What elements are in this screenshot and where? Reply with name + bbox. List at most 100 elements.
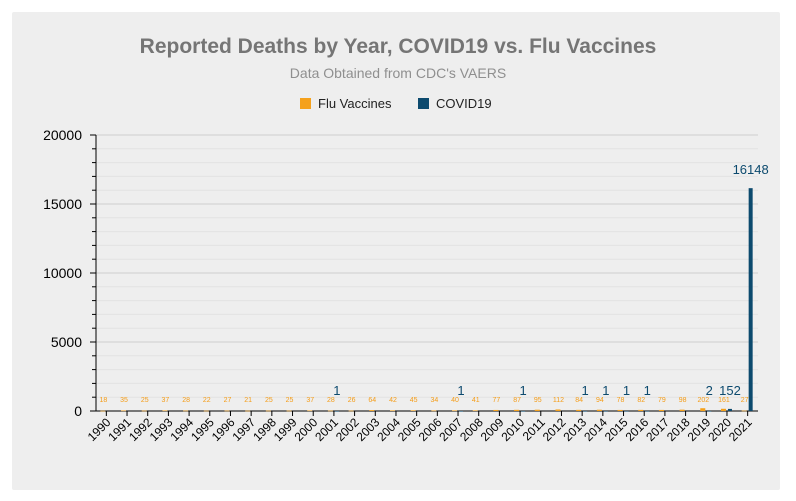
bar-flu[interactable]	[369, 410, 375, 411]
bar-covid[interactable]	[334, 410, 339, 412]
y-tick-label: 10000	[43, 265, 82, 281]
bar-covid[interactable]	[603, 410, 608, 412]
data-label-flu: 112	[553, 397, 564, 404]
data-label-flu: 94	[596, 397, 604, 404]
bar-flu[interactable]	[245, 410, 251, 412]
legend-label-flu[interactable]: Flu Vaccines	[318, 96, 392, 111]
bar-flu[interactable]	[121, 410, 127, 412]
bars	[100, 188, 753, 412]
data-label-covid: 1	[582, 383, 589, 398]
x-tick-label: 2021	[726, 415, 755, 444]
data-label-flu: 78	[617, 397, 625, 404]
legend-label-covid[interactable]: COVID19	[436, 96, 492, 111]
data-label-covid: 1	[602, 383, 609, 398]
bar-covid[interactable]	[521, 410, 526, 412]
data-label-flu: 77	[493, 397, 501, 404]
data-label-covid: 1	[333, 383, 340, 398]
data-label-flu: 34	[430, 397, 438, 404]
bar-flu[interactable]	[493, 409, 499, 411]
bar-flu[interactable]	[224, 410, 230, 412]
data-label-flu: 82	[637, 397, 645, 404]
bar-flu[interactable]	[100, 410, 106, 412]
data-label-covid: 16148	[733, 162, 769, 177]
bar-covid[interactable]	[459, 410, 464, 412]
bar-flu[interactable]	[679, 409, 685, 411]
y-tick-label: 5000	[51, 334, 82, 350]
legend-swatch-flu	[300, 98, 311, 109]
data-label-flu: 25	[265, 397, 273, 404]
data-label-covid: 1	[623, 383, 630, 398]
bar-covid[interactable]	[645, 410, 650, 412]
bar-flu[interactable]	[658, 409, 664, 411]
bar-flu[interactable]	[141, 410, 147, 412]
y-tick-label: 15000	[43, 196, 82, 212]
bar-flu[interactable]	[596, 409, 602, 411]
legend[interactable]: Flu Vaccines COVID19	[300, 96, 492, 111]
bar-flu[interactable]	[286, 410, 292, 412]
bar-flu[interactable]	[700, 408, 706, 411]
bar-flu[interactable]	[410, 410, 416, 411]
bar-covid[interactable]	[727, 408, 732, 411]
bar-flu[interactable]	[452, 410, 458, 412]
bar-flu[interactable]	[741, 410, 747, 412]
bar-flu[interactable]	[327, 410, 333, 412]
bar-flu[interactable]	[389, 410, 395, 412]
bar-flu[interactable]	[514, 409, 520, 411]
data-label-flu: 84	[575, 397, 583, 404]
data-label-flu: 40	[451, 397, 459, 404]
bar-covid[interactable]	[707, 410, 712, 412]
y-tick-label: 20000	[43, 127, 82, 143]
data-label-flu: 28	[182, 397, 190, 404]
data-label-flu: 161	[718, 397, 730, 404]
legend-swatch-covid	[418, 98, 429, 109]
data-label-flu: 18	[99, 397, 107, 404]
bar-covid[interactable]	[748, 188, 753, 411]
chart-svg: Reported Deaths by Year, COVID19 vs. Flu…	[43, 35, 769, 444]
data-label-flu: 37	[162, 397, 170, 404]
data-label-flu: 21	[244, 397, 252, 404]
chart-subtitle: Data Obtained from CDC's VAERS	[290, 65, 506, 81]
grid	[96, 134, 758, 412]
data-label-flu: 22	[203, 397, 211, 404]
data-label-flu: 26	[348, 397, 356, 404]
x-axis: 1990199119921993199419951996199719981999…	[85, 410, 758, 444]
data-label-flu: 79	[658, 397, 666, 404]
bar-flu[interactable]	[555, 409, 561, 411]
data-label-flu: 98	[679, 397, 687, 404]
data-label-flu: 87	[513, 397, 521, 404]
data-label-covid: 1	[519, 383, 526, 398]
data-label-flu: 27	[224, 397, 232, 404]
y-tick-label: 0	[74, 403, 82, 419]
data-label-flu: 25	[141, 397, 149, 404]
bar-flu[interactable]	[576, 409, 582, 411]
bar-flu[interactable]	[431, 410, 437, 412]
bar-flu[interactable]	[348, 410, 354, 412]
bar-flu[interactable]	[617, 409, 623, 411]
bar-flu[interactable]	[472, 410, 478, 412]
data-label-covid: 2	[706, 383, 713, 398]
bar-covid[interactable]	[624, 410, 629, 412]
y-axis: 0 5000 10000 15000 20000	[43, 127, 97, 419]
chart-title: Reported Deaths by Year, COVID19 vs. Flu…	[140, 35, 657, 58]
data-label-flu: 41	[472, 397, 480, 404]
bar-flu[interactable]	[203, 410, 209, 412]
bar-flu[interactable]	[183, 410, 189, 412]
bar-flu[interactable]	[307, 410, 313, 412]
bar-flu[interactable]	[638, 409, 644, 411]
bar-covid[interactable]	[583, 410, 588, 412]
data-label-flu: 202	[697, 397, 709, 404]
bar-flu[interactable]	[534, 409, 540, 411]
bar-flu[interactable]	[265, 410, 271, 412]
bar-flu[interactable]	[162, 410, 168, 412]
data-label-flu: 42	[389, 397, 397, 404]
data-label-covid: 1	[644, 383, 651, 398]
chart-card: Reported Deaths by Year, COVID19 vs. Flu…	[12, 12, 780, 490]
data-label-covid: 1	[457, 383, 464, 398]
data-label-flu: 27	[741, 397, 749, 404]
data-label-flu: 45	[410, 397, 418, 404]
data-label-flu: 37	[306, 397, 314, 404]
data-label-flu: 25	[286, 397, 294, 404]
bar-flu[interactable]	[720, 408, 726, 411]
data-label-flu: 95	[534, 397, 542, 404]
